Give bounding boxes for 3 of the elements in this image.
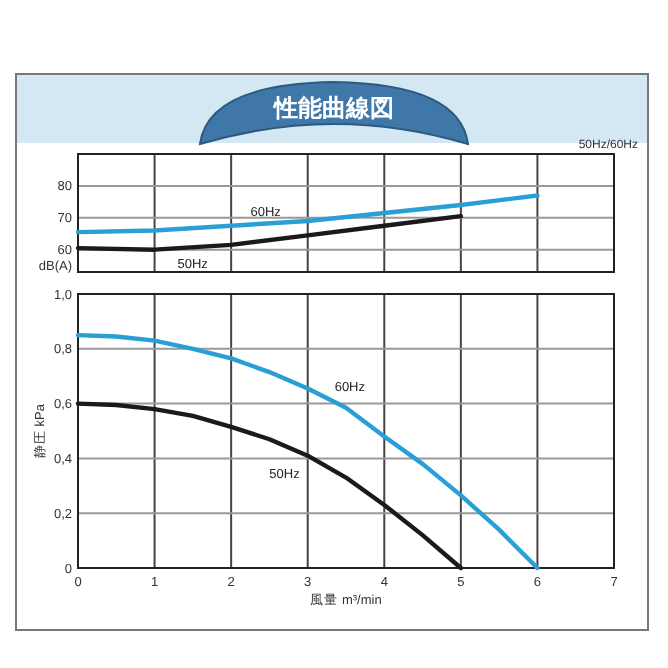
line-series <box>75 193 540 235</box>
line-series <box>75 332 540 571</box>
chart-title: 性能曲線図 <box>272 94 394 122</box>
